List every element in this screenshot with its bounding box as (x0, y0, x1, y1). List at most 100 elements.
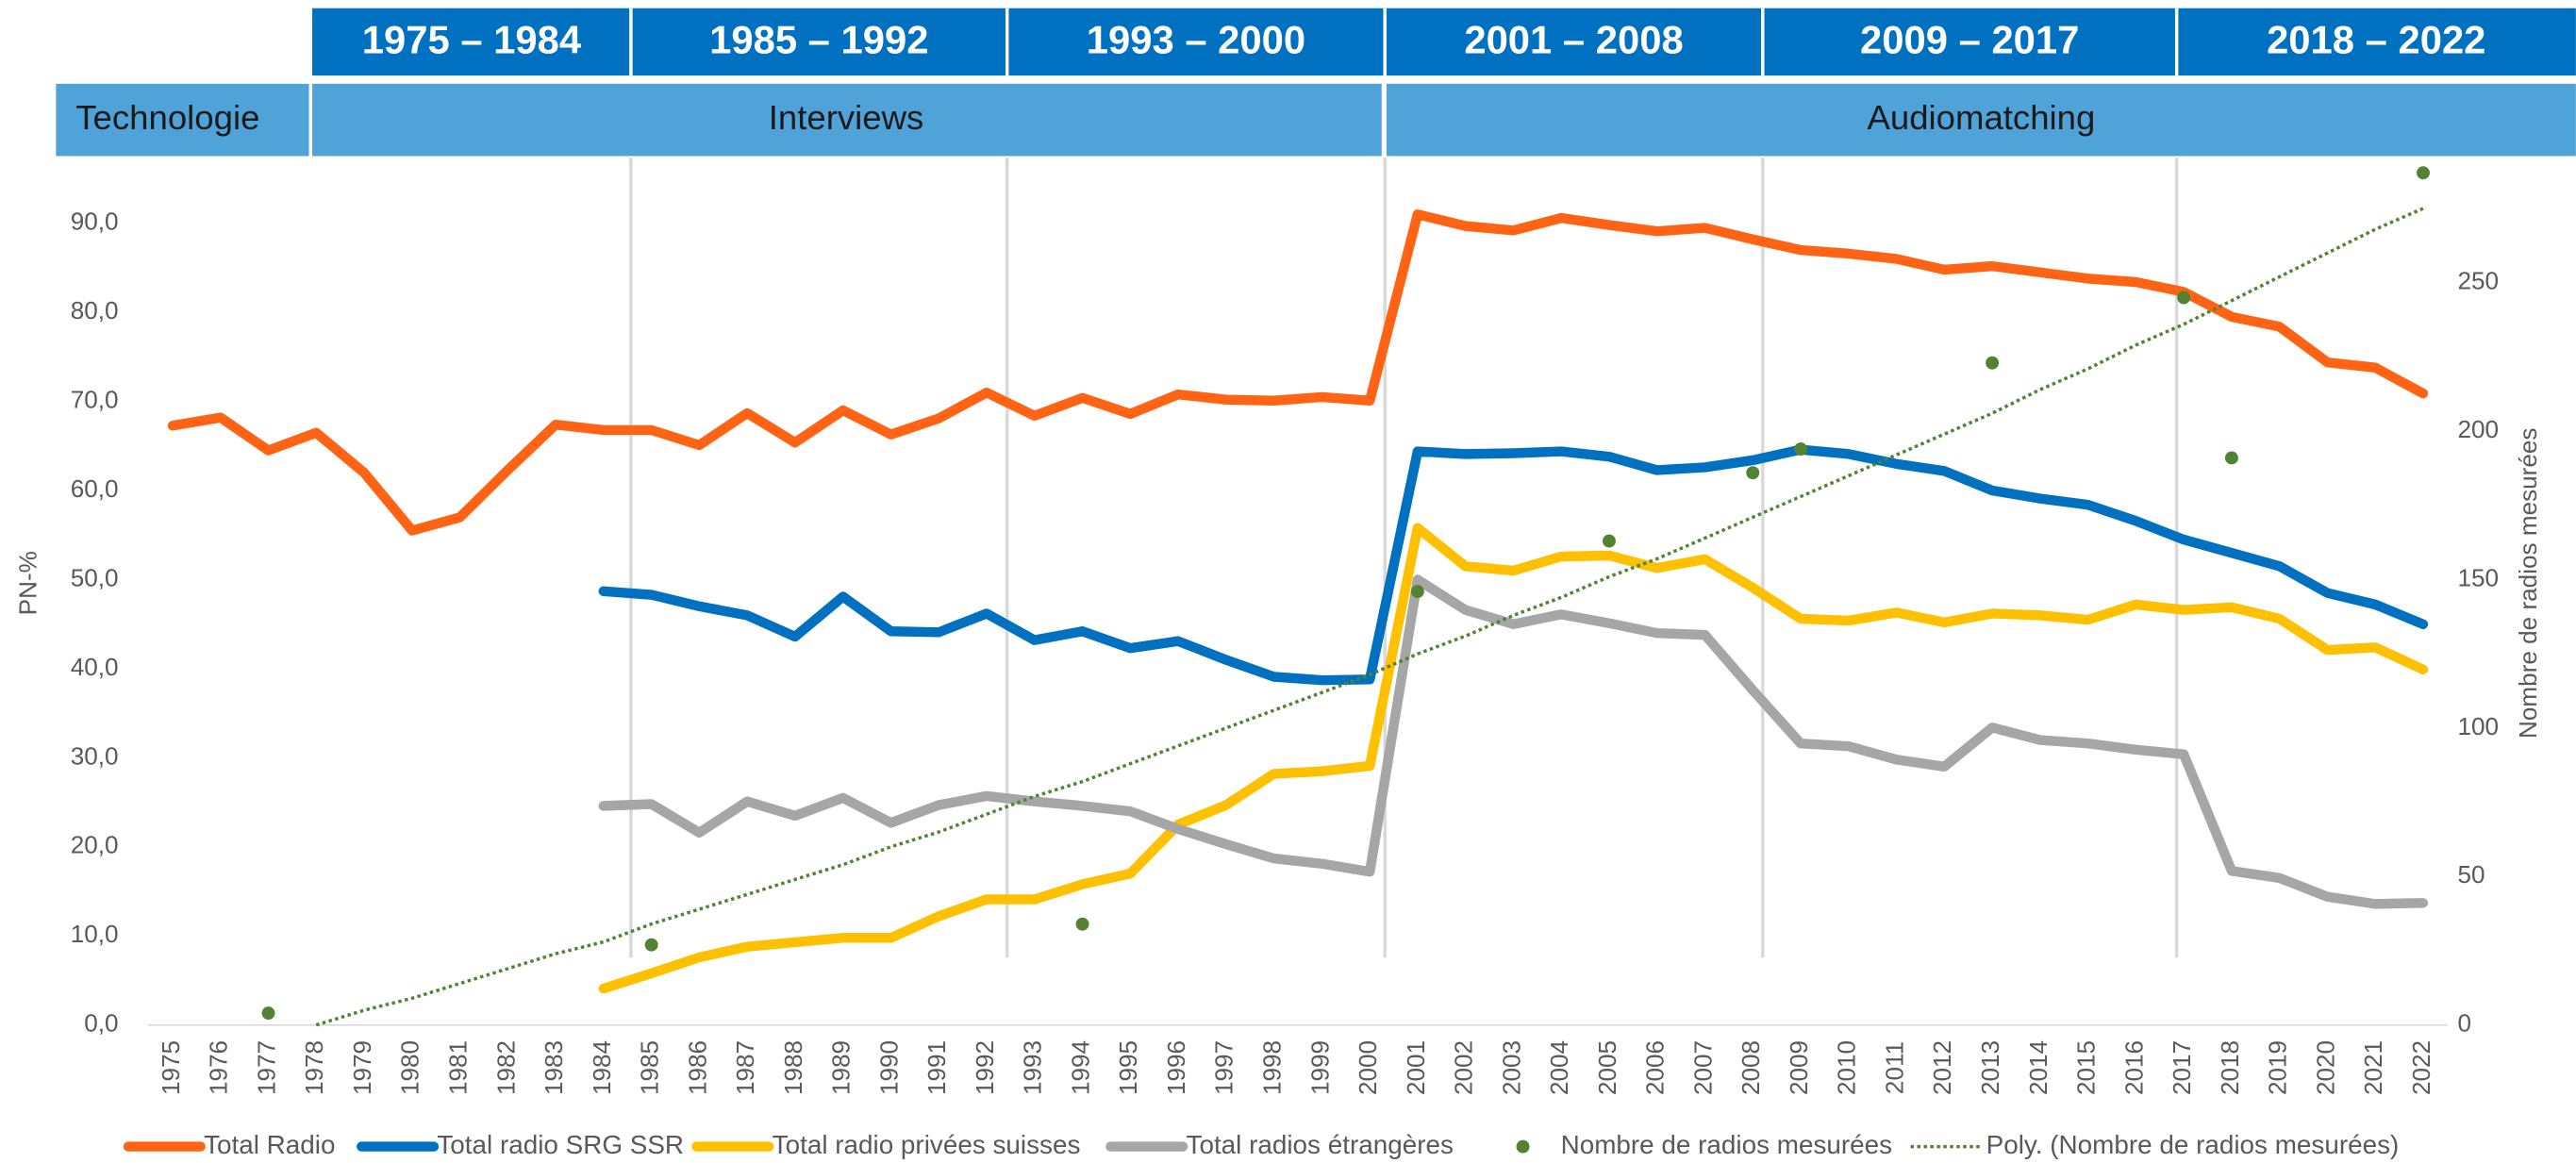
scatter-point (1410, 585, 1424, 599)
x-tick-label: 2009 (1785, 1040, 1813, 1095)
y-tick-label: 70,0 (71, 386, 119, 414)
x-tick-label: 1999 (1305, 1040, 1334, 1095)
x-tick-label: 2017 (2168, 1040, 2196, 1095)
series-line (598, 444, 2429, 686)
period-label: 2001 – 2008 (1464, 17, 1683, 61)
scatter-point (2224, 451, 2238, 465)
technology: Audiomatching (1867, 98, 2095, 137)
x-tick-label: 1991 (922, 1040, 951, 1095)
x-tick-label: 1994 (1066, 1040, 1094, 1095)
series-line (598, 523, 2429, 994)
x-tick-label: 1992 (971, 1040, 999, 1095)
x-tick-label: 2004 (1545, 1040, 1573, 1095)
legend-label: Poly. (Nombre de radios mesurées) (1986, 1130, 2400, 1159)
x-tick-label: 1984 (588, 1040, 616, 1095)
x-tick-label: 2000 (1354, 1040, 1382, 1095)
y2-axis-label: Nombre de radios mesurées (2514, 428, 2542, 739)
y2-tick-label: 250 (2457, 267, 2499, 295)
scatter-point (1986, 356, 2000, 370)
x-tick-label: 2018 (2216, 1040, 2244, 1095)
y-tick-label: 20,0 (71, 831, 119, 859)
x-tick-label: 2008 (1737, 1040, 1765, 1095)
x-tick-label: 2012 (1928, 1040, 1956, 1095)
legend-swatch (1516, 1139, 1530, 1154)
x-tick-label: 1998 (1258, 1040, 1287, 1095)
legend-label: Total radio privées suisses (773, 1130, 1081, 1159)
x-tick-label: 1980 (396, 1040, 424, 1095)
y2-tick-label: 200 (2457, 415, 2499, 443)
y-tick-label: 50,0 (71, 563, 119, 591)
legend-label: Total radios étrangères (1187, 1130, 1454, 1159)
period-label: 1985 – 1992 (709, 17, 928, 61)
scatter-point (2417, 166, 2430, 180)
y-tick-label: 0,0 (84, 1009, 118, 1038)
y-tick-label: 60,0 (71, 474, 119, 503)
x-tick-label: 1995 (1114, 1040, 1142, 1095)
y2-tick-label: 0 (2457, 1009, 2471, 1038)
x-tick-label: 2014 (2024, 1040, 2052, 1095)
x-tick-label: 1993 (1019, 1040, 1047, 1095)
technology-label: Technologie (75, 98, 259, 137)
y-tick-label: 30,0 (71, 741, 119, 770)
x-tick-label: 1978 (300, 1040, 328, 1095)
x-tick-label: 1986 (683, 1040, 711, 1095)
technology-cell (312, 83, 1382, 157)
period-band (312, 8, 2576, 76)
legend-label: Total radio SRG SSR (437, 1130, 684, 1159)
x-tick-label: 2015 (2072, 1040, 2101, 1095)
scatter-point (1746, 466, 1760, 480)
x-tick-label: 1976 (205, 1040, 233, 1095)
period-label: 2009 – 2017 (1860, 17, 2079, 61)
technology-cell (1386, 83, 2576, 157)
x-tick-label: 2013 (1976, 1040, 2004, 1095)
x-tick-label: 1996 (1162, 1040, 1190, 1095)
y-tick-label: 10,0 (71, 920, 119, 948)
x-tick-label: 2010 (1833, 1040, 1861, 1095)
scatter-point (644, 938, 658, 952)
x-tick-label: 2006 (1641, 1040, 1670, 1095)
technology-label-cell (56, 83, 309, 157)
y-tick-label: 40,0 (71, 653, 119, 681)
x-tick-label: 2005 (1593, 1040, 1621, 1095)
y-tick-label: 80,0 (71, 296, 119, 324)
period-label: 1993 – 2000 (1087, 17, 1305, 61)
legend-label: Total Radio (204, 1130, 335, 1159)
x-tick-label: 1987 (731, 1040, 759, 1095)
header: Technologie Interviews Audiomatching (56, 8, 2576, 157)
x-tick-label: 2019 (2264, 1040, 2292, 1095)
y2-tick-label: 150 (2457, 563, 2499, 591)
technology: Interviews (769, 98, 924, 137)
x-tick-label: 2016 (2119, 1040, 2148, 1095)
period-label: 2018 – 2022 (2267, 17, 2485, 61)
x-tick-label: 2022 (2407, 1040, 2435, 1095)
x-tick-label: 1983 (540, 1040, 568, 1095)
scatter-point (1603, 534, 1616, 548)
x-tick-label: 2001 (1402, 1040, 1430, 1095)
x-tick-label: 1988 (779, 1040, 807, 1095)
x-tick-label: 1997 (1210, 1040, 1238, 1095)
trend-line (315, 207, 2424, 1027)
scatter-point (2177, 291, 2191, 305)
y-tick-label: 90,0 (71, 208, 119, 236)
x-tick-label: 2021 (2359, 1040, 2387, 1095)
x-tick-label: 1990 (874, 1040, 903, 1095)
series-line (598, 574, 2429, 909)
period-label: 1975 – 1984 (362, 17, 582, 61)
x-tick-label: 2011 (1880, 1041, 1908, 1094)
x-tick-label: 1977 (252, 1040, 280, 1095)
x-tick-label: 1989 (827, 1040, 856, 1095)
x-tick-label: 2002 (1450, 1040, 1478, 1095)
x-tick-label: 1979 (348, 1040, 376, 1095)
legend-label: Nombre de radios mesurées (1561, 1130, 1893, 1159)
x-tick-label: 2020 (2311, 1040, 2339, 1095)
y2-tick-label: 100 (2457, 712, 2499, 740)
y2-tick-label: 50 (2457, 860, 2485, 889)
x-tick-label: 1982 (491, 1040, 520, 1095)
x-tick-label: 1975 (157, 1040, 185, 1095)
scatter-point (261, 1006, 275, 1021)
scatter-point (1794, 442, 1807, 456)
x-tick-label: 2007 (1688, 1040, 1717, 1095)
x-tick-label: 1985 (636, 1040, 664, 1095)
x-tick-label: 2003 (1497, 1040, 1525, 1095)
